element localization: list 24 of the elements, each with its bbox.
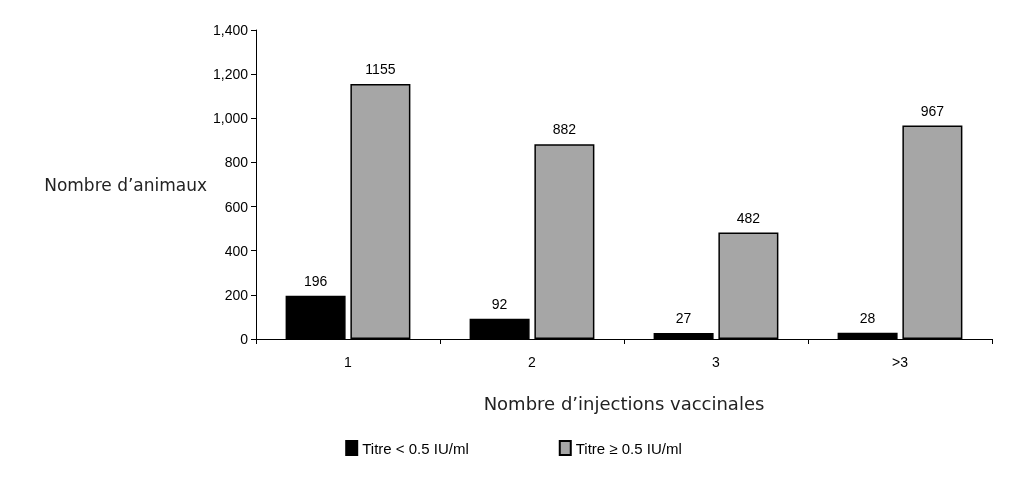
y-tick-label: 1,200 (212, 66, 249, 83)
y-tick-label: 200 (224, 286, 249, 303)
y-tick-label: 1,400 (212, 22, 249, 38)
y-tick-label: 800 (224, 154, 249, 171)
y-tick-label: 1,000 (212, 110, 249, 127)
data-label: 92 (491, 295, 508, 312)
data-label: 1155 (365, 61, 396, 78)
data-label: 482 (736, 209, 761, 226)
data-label: 882 (552, 121, 577, 138)
data-label: 28 (859, 309, 876, 326)
data-label: 196 (303, 272, 328, 289)
y-axis-title: Nombre d’animaux (44, 174, 208, 195)
x-tick-label: 2 (528, 354, 537, 370)
y-tick-label: 400 (224, 242, 249, 259)
x-tick-label: 1 (344, 354, 353, 370)
data-label: 27 (675, 310, 692, 327)
x-axis-title: Nombre d’injections vaccinales (483, 392, 765, 414)
x-tick-label: >3 (892, 354, 909, 370)
legend-label: Titre < 0.5 IU/ml (362, 439, 469, 457)
x-tick-label: 3 (712, 354, 721, 370)
legend-label: Titre ≥ 0.5 IU/ml (575, 439, 682, 457)
y-tick-label: 600 (224, 198, 249, 215)
y-tick-label: 0 (240, 331, 249, 347)
data-label: 967 (920, 102, 945, 119)
